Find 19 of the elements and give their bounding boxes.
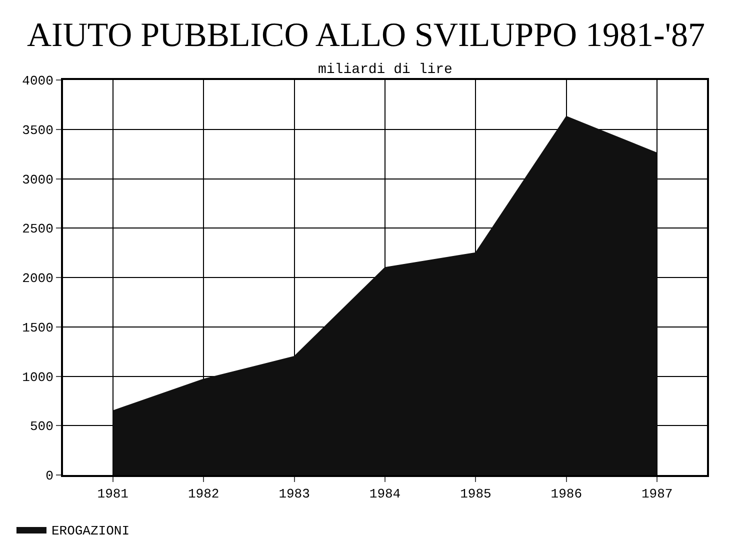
y-tick-label: 3500: [22, 122, 54, 138]
x-tick-label: 1987: [642, 486, 673, 502]
chart-subtitle: miliardi di lire: [318, 62, 452, 78]
x-tick-label: 1985: [460, 486, 492, 502]
y-tick-label: 1500: [22, 320, 54, 336]
y-tick-label: 4000: [22, 74, 54, 89]
x-tick-label: 1984: [369, 486, 401, 502]
x-tick-label: 1981: [97, 486, 129, 502]
y-tick-label: 2500: [22, 222, 54, 237]
x-tick-label: 1982: [188, 486, 220, 502]
y-tick-label: 0: [46, 468, 54, 484]
x-tick-label: 1986: [550, 486, 582, 502]
x-tick-label: 1983: [278, 486, 310, 502]
y-tick-label: 500: [30, 419, 54, 434]
chart-title: AIUTO PUBBLICO ALLO SVILUPPO 1981-'87: [27, 17, 705, 54]
y-tick-label: 2000: [22, 271, 54, 286]
y-tick-label: 3000: [22, 172, 54, 188]
y-tick-label: 1000: [22, 370, 54, 385]
legend-label: EROGAZIONI: [51, 524, 130, 539]
